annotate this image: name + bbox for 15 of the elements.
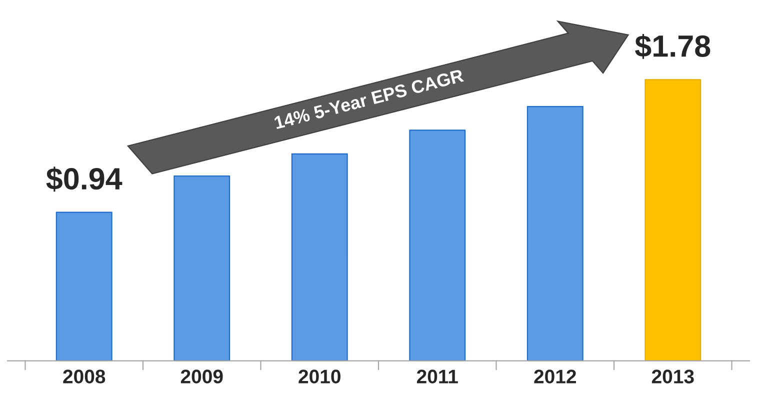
- x-tick-label: 2012: [534, 370, 576, 384]
- x-tick-label: 2010: [298, 370, 340, 384]
- bar: [291, 153, 348, 361]
- x-tick-label: 2008: [63, 370, 106, 384]
- bar: [409, 130, 466, 361]
- x-tick-label: 2009: [180, 370, 223, 384]
- bar: [174, 175, 230, 361]
- annotation: 14% 5-Year EPS CAGR: [274, 68, 464, 130]
- bar: [526, 106, 584, 361]
- bar: [644, 79, 702, 361]
- x-tick-label: 2011: [416, 370, 458, 384]
- data-label: $0.94: [46, 166, 122, 192]
- x-tick-label: 2013: [652, 370, 694, 384]
- data-label: $1.78: [635, 34, 710, 59]
- bar: [56, 212, 112, 361]
